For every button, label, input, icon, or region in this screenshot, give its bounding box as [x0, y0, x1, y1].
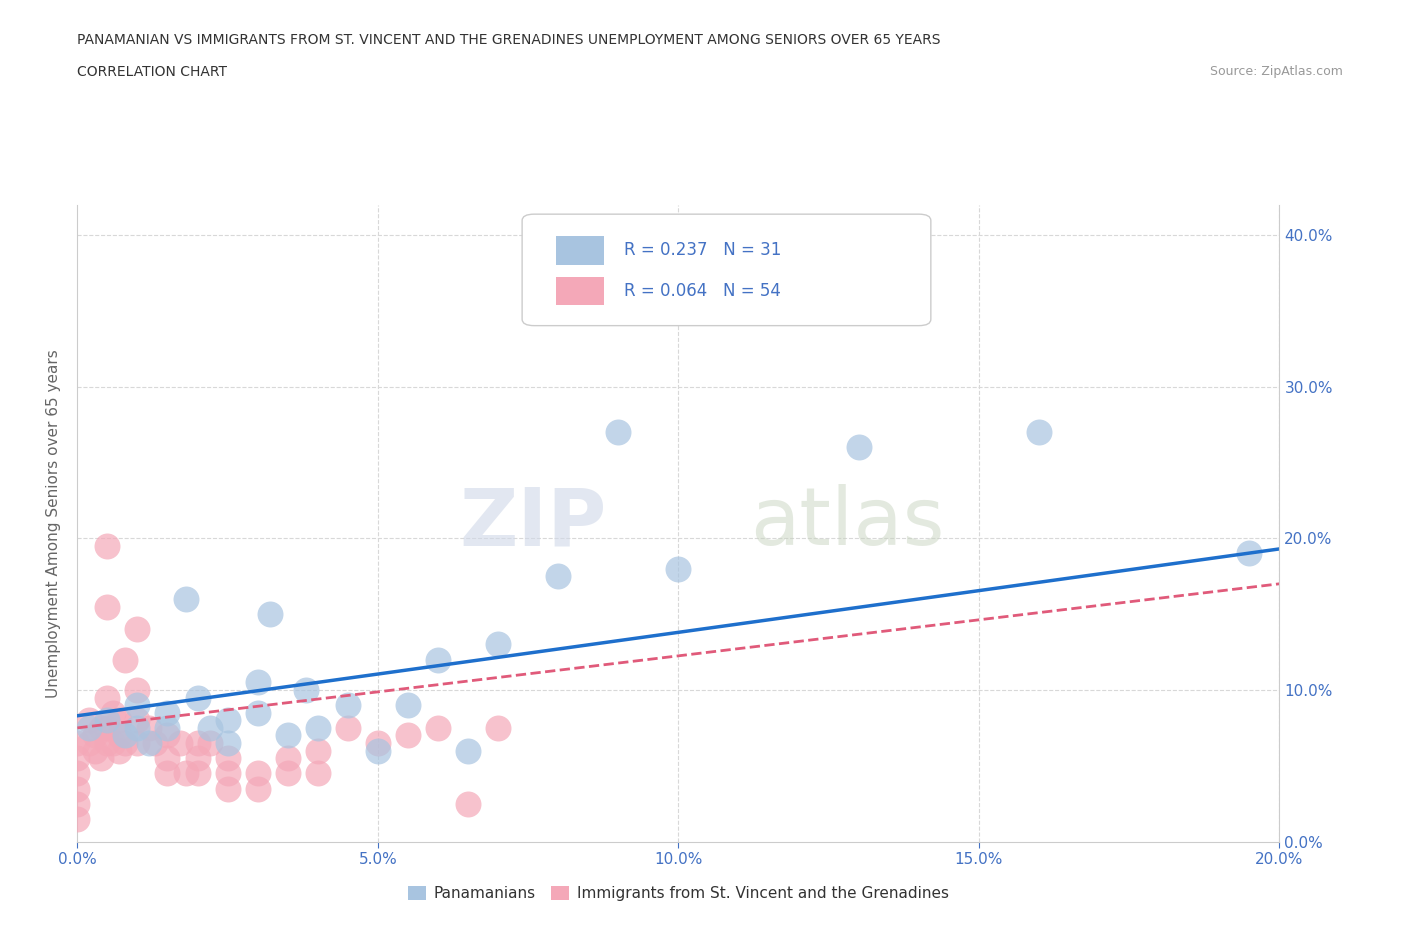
- Point: [79, 713, 101, 728]
- Point: [114, 736, 136, 751]
- Point: [79, 736, 101, 751]
- Point: [169, 736, 191, 751]
- Point: [114, 728, 136, 743]
- Point: [96, 721, 118, 736]
- Point: [84, 728, 107, 743]
- Point: [108, 743, 131, 758]
- Point: [187, 766, 209, 781]
- Point: [848, 440, 870, 455]
- Point: [127, 721, 149, 736]
- Point: [1028, 425, 1050, 440]
- Point: [367, 743, 389, 758]
- Point: [668, 561, 690, 576]
- Point: [108, 728, 131, 743]
- Point: [79, 721, 101, 736]
- Point: [66, 796, 89, 811]
- Point: [486, 721, 509, 736]
- Y-axis label: Unemployment Among Seniors over 65 years: Unemployment Among Seniors over 65 years: [46, 349, 62, 698]
- Point: [246, 781, 269, 796]
- Point: [547, 569, 569, 584]
- Point: [156, 766, 179, 781]
- Point: [277, 766, 299, 781]
- Point: [307, 743, 329, 758]
- Point: [307, 721, 329, 736]
- Point: [138, 736, 160, 751]
- Point: [174, 766, 197, 781]
- Point: [1239, 546, 1261, 561]
- Point: [127, 622, 149, 637]
- Point: [457, 796, 479, 811]
- FancyBboxPatch shape: [555, 276, 603, 305]
- Point: [103, 705, 125, 720]
- Text: Source: ZipAtlas.com: Source: ZipAtlas.com: [1209, 65, 1343, 78]
- Point: [457, 743, 479, 758]
- Point: [217, 766, 239, 781]
- Text: ZIP: ZIP: [458, 485, 606, 562]
- Point: [187, 690, 209, 705]
- Point: [156, 705, 179, 720]
- Point: [66, 751, 89, 765]
- Text: CORRELATION CHART: CORRELATION CHART: [77, 65, 228, 79]
- Point: [90, 721, 112, 736]
- Point: [156, 751, 179, 765]
- Point: [96, 538, 118, 553]
- Point: [96, 713, 118, 728]
- Point: [156, 728, 179, 743]
- Point: [396, 728, 419, 743]
- Point: [246, 705, 269, 720]
- Point: [103, 736, 125, 751]
- Point: [96, 690, 118, 705]
- Point: [198, 736, 221, 751]
- Point: [145, 736, 167, 751]
- Point: [277, 751, 299, 765]
- Point: [66, 736, 89, 751]
- Point: [294, 683, 316, 698]
- Point: [246, 766, 269, 781]
- Point: [174, 591, 197, 606]
- Point: [127, 683, 149, 698]
- Point: [277, 728, 299, 743]
- Point: [187, 736, 209, 751]
- Point: [96, 736, 118, 751]
- Point: [66, 766, 89, 781]
- Point: [84, 743, 107, 758]
- Point: [217, 751, 239, 765]
- Point: [187, 751, 209, 765]
- Legend: Panamanians, Immigrants from St. Vincent and the Grenadines: Panamanians, Immigrants from St. Vincent…: [402, 880, 955, 908]
- Point: [217, 713, 239, 728]
- Point: [127, 736, 149, 751]
- Point: [114, 652, 136, 667]
- Point: [108, 713, 131, 728]
- Point: [367, 736, 389, 751]
- Point: [198, 721, 221, 736]
- Text: R = 0.237   N = 31: R = 0.237 N = 31: [624, 242, 782, 259]
- Point: [127, 698, 149, 712]
- Point: [307, 766, 329, 781]
- Point: [66, 812, 89, 827]
- Point: [96, 599, 118, 614]
- Point: [127, 713, 149, 728]
- Text: R = 0.064   N = 54: R = 0.064 N = 54: [624, 282, 782, 299]
- Point: [246, 675, 269, 690]
- Point: [217, 781, 239, 796]
- Point: [66, 781, 89, 796]
- FancyBboxPatch shape: [555, 236, 603, 265]
- Point: [427, 652, 450, 667]
- Point: [90, 751, 112, 765]
- Point: [336, 721, 359, 736]
- Point: [138, 721, 160, 736]
- Point: [396, 698, 419, 712]
- FancyBboxPatch shape: [522, 214, 931, 326]
- Point: [259, 606, 281, 621]
- Point: [156, 721, 179, 736]
- Point: [336, 698, 359, 712]
- Text: PANAMANIAN VS IMMIGRANTS FROM ST. VINCENT AND THE GRENADINES UNEMPLOYMENT AMONG : PANAMANIAN VS IMMIGRANTS FROM ST. VINCEN…: [77, 33, 941, 46]
- Point: [427, 721, 450, 736]
- Point: [607, 425, 630, 440]
- Text: atlas: atlas: [751, 485, 945, 562]
- Point: [217, 736, 239, 751]
- Point: [486, 637, 509, 652]
